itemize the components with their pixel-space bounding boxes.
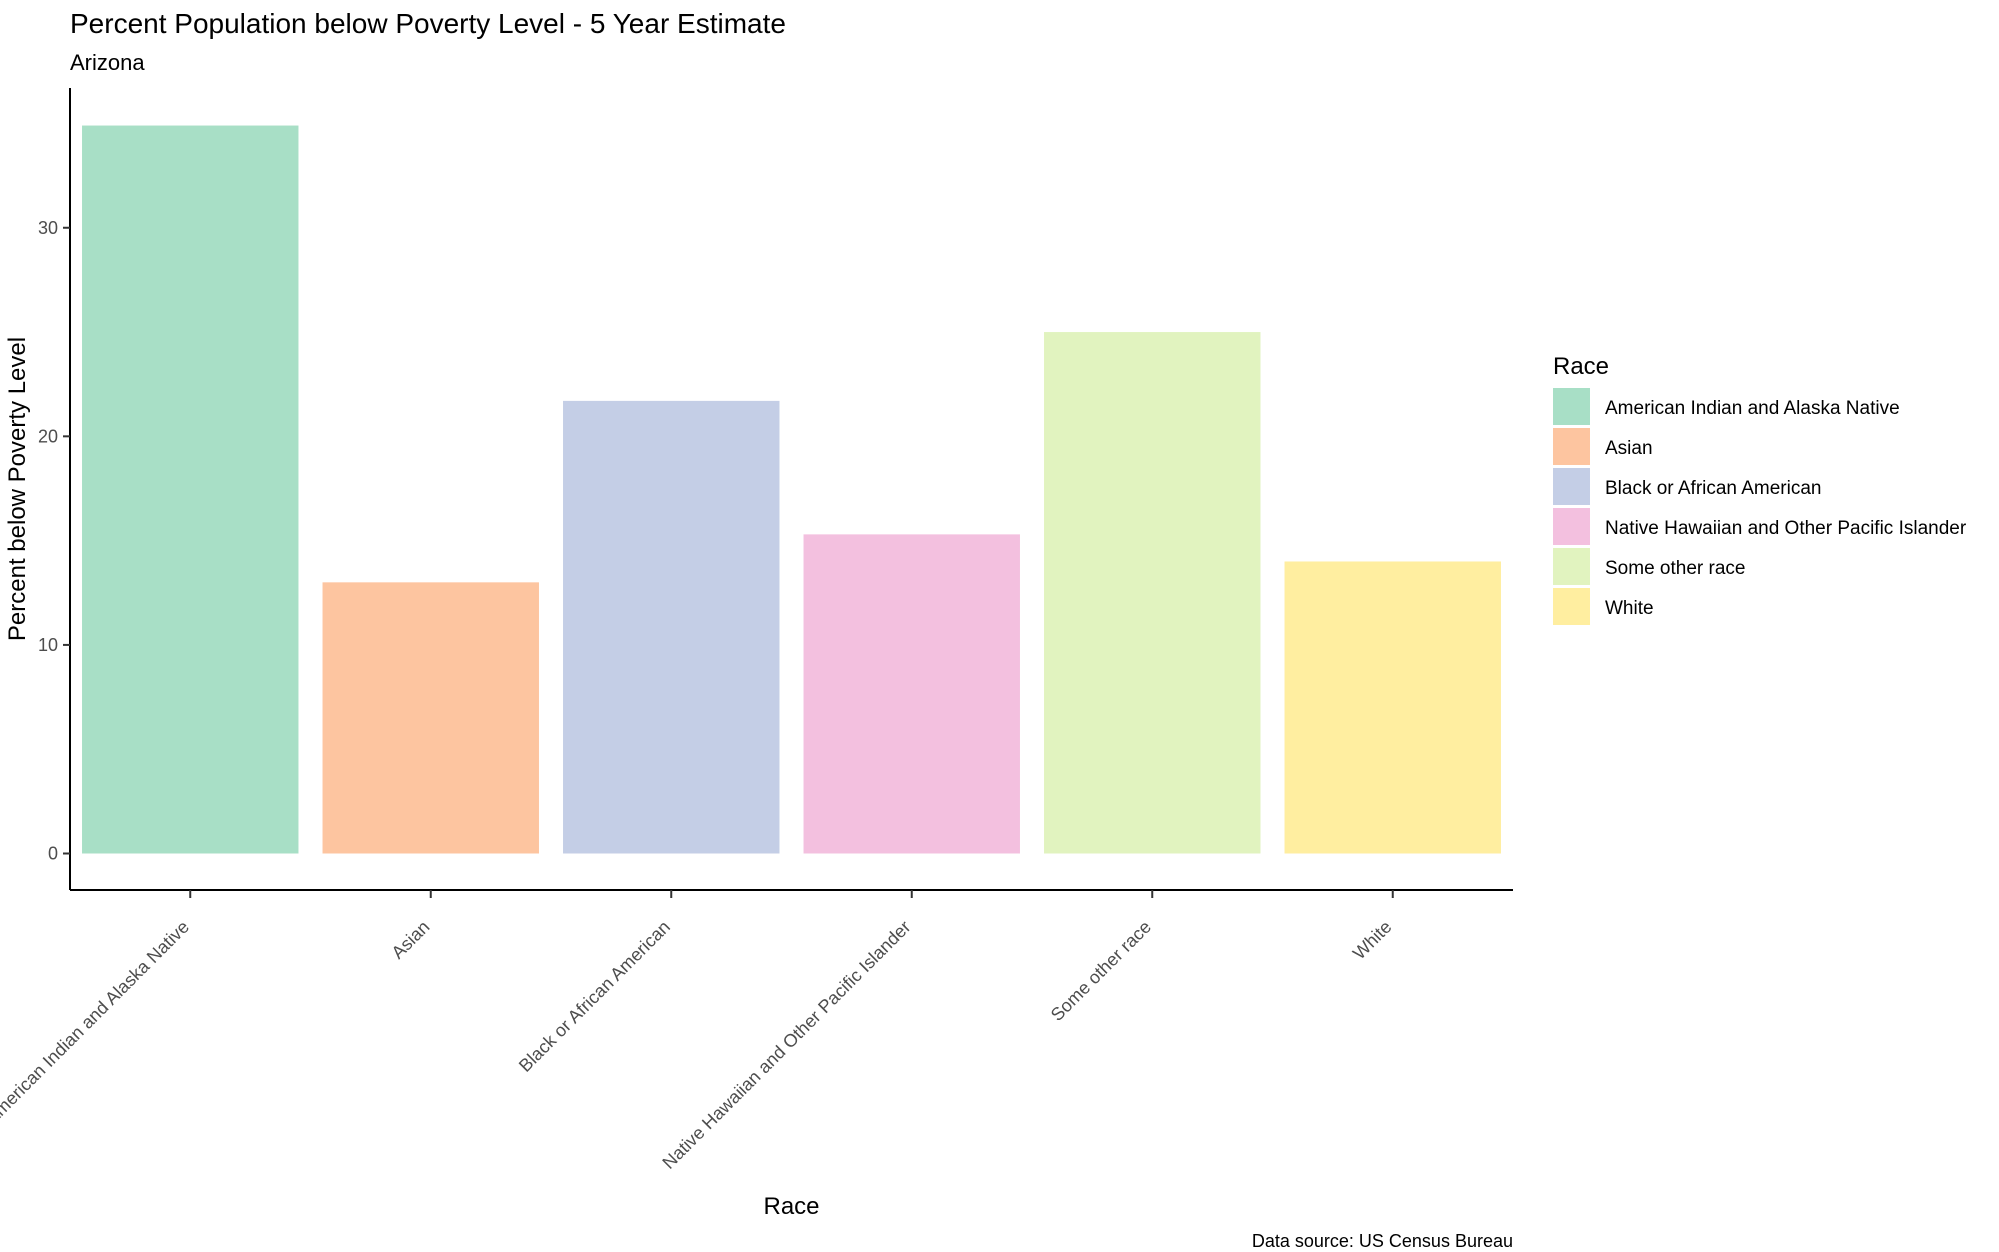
legend-swatch bbox=[1553, 508, 1590, 545]
y-axis: 0 10 20 30 bbox=[38, 88, 71, 890]
legend-label: American Indian and Alaska Native bbox=[1605, 398, 1900, 419]
legend-swatch bbox=[1553, 468, 1590, 505]
x-tick-label: Black or African American bbox=[515, 917, 674, 1076]
chart-title: Percent Population below Poverty Level -… bbox=[70, 8, 786, 39]
legend-label: Some other race bbox=[1605, 558, 1745, 579]
y-tick-label: 30 bbox=[38, 218, 58, 238]
legend-swatch bbox=[1553, 388, 1590, 425]
data-source-caption: Data source: US Census Bureau bbox=[1252, 1231, 1513, 1251]
bar-1 bbox=[82, 125, 299, 854]
legend-label: White bbox=[1605, 598, 1654, 619]
y-tick-label: 20 bbox=[38, 426, 58, 446]
x-tick-label: Asian bbox=[388, 917, 434, 963]
chart-subtitle: Arizona bbox=[70, 50, 145, 75]
y-axis-title: Percent below Poverty Level bbox=[4, 337, 31, 641]
legend-label: Native Hawaiian and Other Pacific Island… bbox=[1605, 518, 1967, 539]
x-tick-label: American Indian and Alaska Native bbox=[0, 917, 193, 1129]
legend-label: Asian bbox=[1605, 438, 1653, 459]
y-tick-label: 0 bbox=[48, 843, 58, 863]
legend: Race American Indian and Alaska Native As… bbox=[1553, 353, 1967, 625]
bar-2 bbox=[322, 582, 539, 854]
legend-swatch bbox=[1553, 588, 1590, 625]
x-tick-label: White bbox=[1349, 917, 1396, 964]
bar-5 bbox=[1044, 332, 1261, 854]
bar-6 bbox=[1284, 561, 1501, 854]
legend-label: Black or African American bbox=[1605, 478, 1821, 499]
x-tick-label: Some other race bbox=[1047, 917, 1155, 1025]
bar-3 bbox=[563, 400, 780, 854]
bars-group bbox=[82, 125, 1501, 854]
legend-title: Race bbox=[1553, 353, 1609, 380]
legend-swatch bbox=[1553, 548, 1590, 585]
x-axis: American Indian and Alaska Native Asian Bl… bbox=[0, 889, 1513, 1173]
y-tick-label: 10 bbox=[38, 635, 58, 655]
legend-swatch bbox=[1553, 428, 1590, 465]
bar-4 bbox=[803, 534, 1020, 854]
x-axis-title: Race bbox=[763, 1193, 819, 1220]
x-tick-label: Native Hawaiian and Other Pacific Island… bbox=[658, 917, 914, 1173]
